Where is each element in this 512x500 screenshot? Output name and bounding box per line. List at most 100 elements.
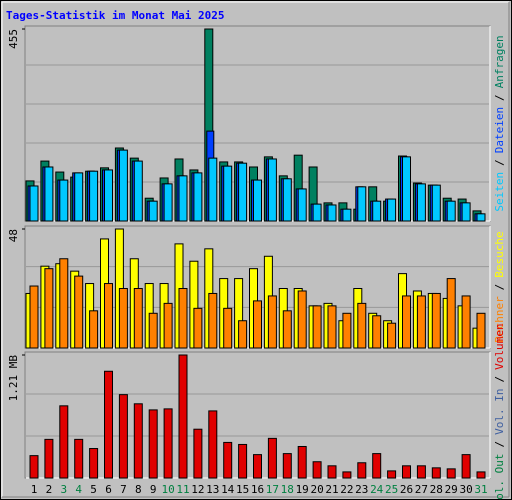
bar bbox=[29, 185, 39, 222]
bar bbox=[327, 204, 337, 222]
bar bbox=[193, 172, 203, 222]
x-tick-label: 8 bbox=[135, 483, 142, 496]
legend-separator: / bbox=[493, 94, 506, 101]
x-tick-label: 27 bbox=[415, 483, 428, 496]
legend: Seiten / Dateien / Anfragen bbox=[493, 35, 506, 211]
bar bbox=[267, 295, 277, 349]
x-tick-label: 17 bbox=[266, 483, 279, 496]
bar bbox=[431, 467, 441, 479]
bar bbox=[148, 200, 158, 222]
legend: Rechner / Besuche bbox=[493, 231, 506, 342]
bar bbox=[223, 165, 233, 222]
legend-separator: / bbox=[493, 376, 506, 383]
x-tick-label: 4 bbox=[75, 483, 82, 496]
bar bbox=[29, 455, 39, 479]
legend-entry: Vol. In bbox=[493, 389, 506, 435]
x-tick-label: 19 bbox=[296, 483, 309, 496]
bar bbox=[59, 258, 69, 349]
x-tick-label: 3 bbox=[60, 483, 67, 496]
bar bbox=[74, 438, 84, 479]
bar bbox=[372, 315, 382, 349]
bar bbox=[208, 157, 218, 222]
bar bbox=[282, 178, 292, 222]
x-tick-label: 28 bbox=[430, 483, 443, 496]
bar bbox=[342, 208, 352, 222]
bar bbox=[193, 428, 203, 479]
bar bbox=[133, 288, 143, 349]
bar bbox=[118, 394, 128, 479]
bar bbox=[282, 453, 292, 479]
bar bbox=[297, 290, 307, 349]
bar bbox=[357, 186, 367, 222]
y-tick-label: 1.21 MB bbox=[7, 355, 20, 402]
bar bbox=[267, 158, 277, 222]
bar bbox=[44, 438, 54, 479]
bar bbox=[208, 292, 218, 349]
legend-entry: Volumen bbox=[493, 324, 506, 370]
bar bbox=[223, 441, 233, 479]
bar bbox=[312, 305, 322, 349]
bar bbox=[402, 295, 411, 349]
bar bbox=[208, 410, 218, 479]
bar bbox=[44, 166, 54, 222]
x-tick-label: 2 bbox=[46, 483, 53, 496]
x-tick-label: 22 bbox=[340, 483, 353, 496]
bar bbox=[446, 200, 456, 222]
bar bbox=[312, 203, 322, 222]
bar bbox=[238, 443, 248, 479]
bar bbox=[29, 285, 39, 349]
bar bbox=[402, 465, 411, 479]
bar bbox=[89, 310, 99, 349]
bar bbox=[193, 307, 203, 349]
x-tick-label: 23 bbox=[355, 483, 368, 496]
x-tick-label: 20 bbox=[310, 483, 323, 496]
chart-title: Tages-Statistik im Monat Mai 2025 bbox=[6, 9, 225, 22]
bar bbox=[104, 283, 113, 349]
bar bbox=[238, 162, 248, 222]
legend-separator: / bbox=[493, 284, 506, 291]
bar bbox=[133, 403, 143, 479]
bar bbox=[357, 302, 367, 349]
x-tick-label: 18 bbox=[281, 483, 294, 496]
x-tick-label: 25 bbox=[385, 483, 398, 496]
x-tick-label: 30 bbox=[459, 483, 472, 496]
bar bbox=[267, 437, 277, 479]
x-tick-label: 16 bbox=[251, 483, 264, 496]
bar bbox=[476, 312, 486, 349]
bar bbox=[104, 169, 113, 222]
bar bbox=[446, 278, 456, 349]
bar bbox=[372, 453, 382, 479]
bar bbox=[327, 465, 337, 479]
x-tick-label: 1 bbox=[31, 483, 38, 496]
bar bbox=[327, 305, 337, 349]
legend-entry: Vol. Out bbox=[493, 453, 506, 500]
bar bbox=[133, 160, 143, 222]
bar bbox=[416, 295, 426, 349]
bar bbox=[446, 468, 456, 479]
bar bbox=[387, 322, 397, 349]
bar bbox=[476, 471, 486, 479]
bar bbox=[402, 156, 411, 222]
bar bbox=[282, 310, 292, 349]
x-tick-label: 12 bbox=[191, 483, 204, 496]
x-tick-label: 31 bbox=[474, 483, 487, 496]
bar bbox=[387, 198, 397, 222]
y-tick-label: 48 bbox=[7, 229, 20, 242]
bar bbox=[431, 292, 441, 349]
legend-separator: / bbox=[493, 159, 506, 166]
bar bbox=[342, 312, 352, 349]
x-tick-label: 13 bbox=[206, 483, 219, 496]
x-tick-label: 15 bbox=[236, 483, 249, 496]
legend-entry: Anfragen bbox=[493, 35, 506, 88]
bar bbox=[387, 470, 397, 479]
bar bbox=[431, 184, 441, 222]
bar bbox=[118, 288, 128, 349]
x-tick-label: 5 bbox=[90, 483, 97, 496]
x-tick-label: 29 bbox=[445, 483, 458, 496]
bar bbox=[357, 462, 367, 479]
y-tick-label: 455 bbox=[7, 29, 20, 49]
bar bbox=[461, 454, 471, 479]
bar bbox=[118, 149, 128, 222]
bar bbox=[74, 275, 84, 349]
bar bbox=[238, 320, 248, 349]
